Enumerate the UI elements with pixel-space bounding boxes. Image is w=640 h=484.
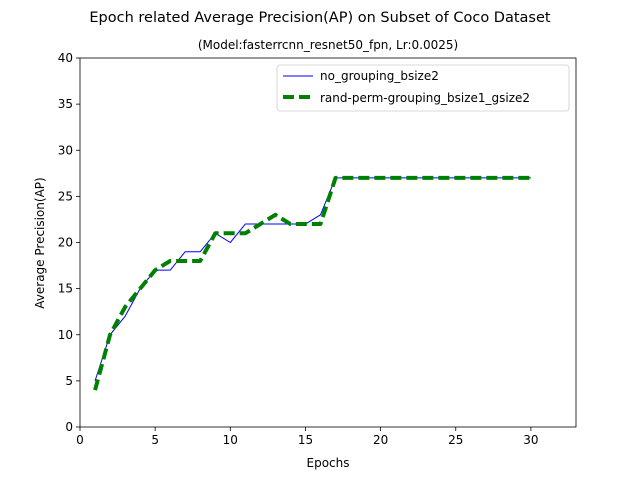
series-lines — [93, 175, 531, 391]
y-tick-label: 10 — [58, 328, 73, 342]
y-tick-label: 40 — [58, 51, 73, 65]
y-tick-label: 15 — [58, 282, 73, 296]
chart-title: Epoch related Average Precision(AP) on S… — [89, 10, 551, 26]
x-tick-label: 15 — [298, 433, 313, 447]
axis-ticks: 0 5 10 15 20 25 30 0 5 10 15 20 25 30 35 40 — [58, 51, 539, 447]
x-tick-label: 20 — [373, 433, 388, 447]
x-tick-label: 30 — [523, 433, 538, 447]
legend-box — [276, 64, 570, 112]
y-tick-label: 25 — [58, 189, 73, 203]
plot-frame — [79, 57, 577, 428]
series-line-rand-perm-grouping — [93, 175, 531, 391]
y-axis-label: Average Precision(AP) — [33, 177, 47, 308]
y-tick-label: 0 — [65, 420, 73, 434]
legend-label-no-grouping: no_grouping_bsize2 — [320, 69, 439, 83]
x-tick-label: 10 — [223, 433, 238, 447]
chart-subtitle: (Model:fasterrcnn_resnet50_fpn, Lr:0.002… — [198, 38, 458, 52]
y-tick-label: 30 — [58, 143, 73, 157]
x-tick-label: 5 — [151, 433, 159, 447]
x-tick-label: 0 — [76, 433, 84, 447]
x-axis-label: Epochs — [307, 456, 350, 470]
y-tick-label: 5 — [65, 374, 73, 388]
x-tick-label: 25 — [448, 433, 463, 447]
legend: no_grouping_bsize2 rand-perm-grouping_bs… — [276, 64, 570, 112]
y-tick-label: 35 — [58, 97, 73, 111]
y-tick-label: 20 — [58, 236, 73, 250]
legend-label-rand-perm: rand-perm-grouping_bsize1_gsize2 — [320, 91, 530, 105]
